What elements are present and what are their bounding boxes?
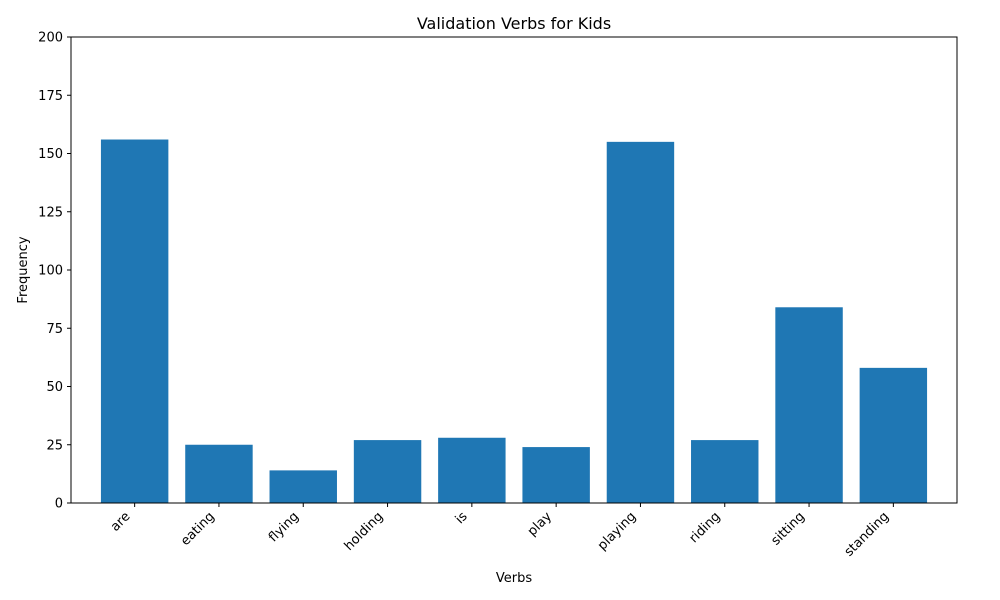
- y-tick-label-75: 75: [46, 322, 63, 337]
- bar-holding: [353, 440, 422, 503]
- y-tick-label-175: 175: [38, 89, 63, 104]
- bars-layer: [100, 139, 928, 503]
- y-tick-label-125: 125: [38, 205, 63, 220]
- y-tick-label-25: 25: [46, 438, 63, 453]
- y-tick-label-200: 200: [38, 31, 63, 46]
- y-tick-label-0: 0: [55, 497, 63, 512]
- bar-riding: [691, 440, 759, 503]
- bar-play: [522, 447, 590, 503]
- y-axis-title: Frequency: [16, 236, 31, 303]
- bar-is: [438, 437, 506, 503]
- chart-title: Validation Verbs for Kids: [417, 14, 611, 33]
- bar-playing: [606, 141, 675, 503]
- bar-sitting: [775, 307, 843, 503]
- x-axis-title: Verbs: [496, 571, 532, 586]
- y-tick-label-100: 100: [38, 264, 63, 279]
- bar-flying: [269, 470, 337, 503]
- y-tick-label-150: 150: [38, 147, 63, 162]
- plot-frame: [70, 36, 958, 504]
- bar-eating: [185, 444, 253, 503]
- bar-are: [100, 139, 169, 503]
- y-tick-label-50: 50: [46, 380, 63, 395]
- bar-standing: [859, 367, 928, 503]
